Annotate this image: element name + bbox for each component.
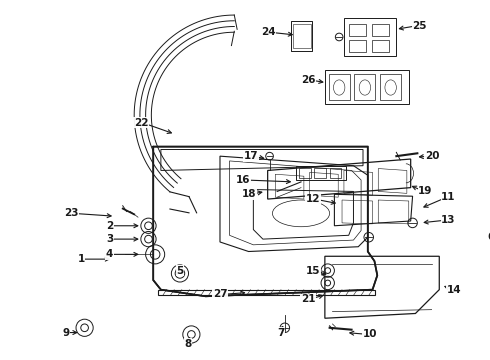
- Text: 10: 10: [363, 329, 377, 339]
- Bar: [380, 74, 401, 100]
- Bar: [296, 166, 346, 180]
- Text: 9: 9: [62, 328, 70, 338]
- Bar: [371, 24, 389, 36]
- Text: 12: 12: [306, 194, 320, 204]
- Text: 8: 8: [184, 339, 192, 349]
- Text: 24: 24: [261, 27, 275, 37]
- Text: 20: 20: [425, 151, 440, 161]
- Text: 15: 15: [306, 266, 320, 275]
- Bar: [371, 40, 389, 52]
- Bar: [349, 24, 366, 36]
- Text: 2: 2: [106, 221, 113, 231]
- Text: 18: 18: [242, 189, 256, 199]
- Bar: [299, 168, 311, 178]
- Bar: [294, 24, 311, 49]
- Text: 14: 14: [447, 285, 462, 294]
- Bar: [329, 74, 350, 100]
- Text: 7: 7: [277, 328, 285, 338]
- Bar: [158, 290, 375, 295]
- Bar: [344, 18, 396, 56]
- Text: 17: 17: [244, 151, 258, 161]
- Text: 3: 3: [106, 234, 113, 244]
- Text: 11: 11: [441, 192, 456, 202]
- Text: 23: 23: [64, 208, 79, 219]
- Text: 27: 27: [213, 289, 228, 300]
- Text: 13: 13: [441, 215, 456, 225]
- Bar: [354, 74, 375, 100]
- Text: 19: 19: [418, 186, 433, 197]
- Text: 22: 22: [134, 118, 148, 128]
- Text: 4: 4: [106, 249, 113, 259]
- Text: 5: 5: [176, 266, 184, 275]
- Text: 25: 25: [413, 21, 427, 31]
- Bar: [292, 21, 313, 51]
- Bar: [315, 168, 326, 178]
- Text: 21: 21: [301, 294, 316, 304]
- Bar: [325, 70, 409, 104]
- Bar: [330, 168, 341, 178]
- Text: 1: 1: [77, 254, 85, 264]
- Text: 26: 26: [301, 75, 316, 85]
- Bar: [349, 40, 366, 52]
- Text: 6: 6: [487, 232, 490, 242]
- Text: 16: 16: [236, 175, 250, 185]
